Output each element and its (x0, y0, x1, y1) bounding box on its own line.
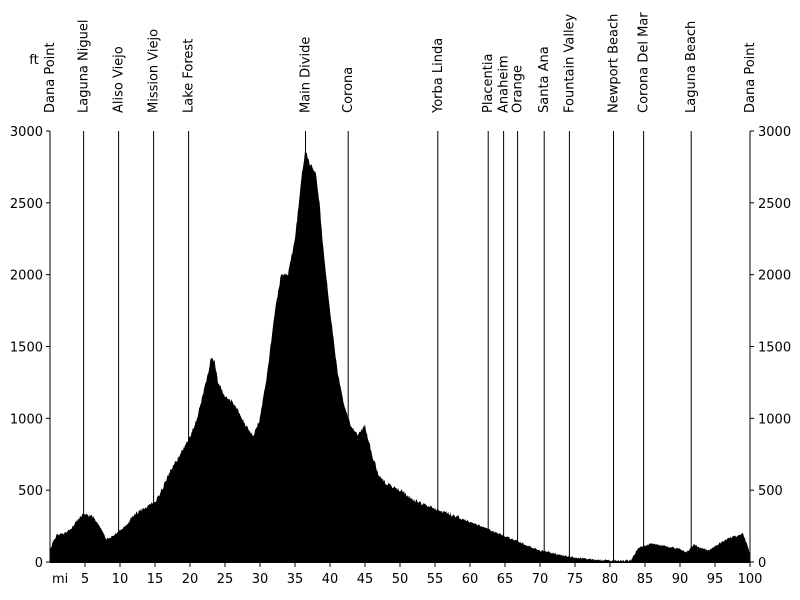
place-label: Mission Viejo (147, 29, 162, 113)
x-tick-label: 80 (602, 572, 619, 587)
x-tick-label: 45 (357, 572, 374, 587)
x-tick-label: 25 (217, 572, 234, 587)
elevation-profile-area (50, 148, 750, 563)
x-tick-label: 90 (672, 572, 689, 587)
x-tick-label: 30 (252, 572, 269, 587)
place-label: Placentia (481, 54, 496, 113)
y-unit-label: ft (29, 53, 38, 68)
place-label: Yorba Linda (431, 38, 446, 114)
y-tick-label-left: 3000 (10, 125, 43, 140)
place-label: Santa Ana (537, 46, 552, 113)
x-unit-label: mi (52, 572, 68, 587)
place-label: Corona (341, 67, 356, 113)
place-label: Newport Beach (607, 14, 622, 113)
place-label: Dana Point (43, 42, 58, 113)
place-label: Aliso Viejo (112, 46, 127, 113)
y-tick-label-left: 1500 (10, 341, 43, 356)
y-tick-label-left: 500 (18, 484, 43, 499)
x-tick-label: 60 (462, 572, 479, 587)
y-tick-label-right: 1000 (758, 412, 791, 427)
x-tick-label: 65 (497, 572, 514, 587)
x-tick-label: 50 (392, 572, 409, 587)
place-label: Anaheim (497, 55, 512, 113)
x-tick-label: 55 (427, 572, 444, 587)
y-tick-label-right: 500 (758, 484, 783, 499)
place-label: Orange (511, 65, 526, 113)
place-label: Fountain Valley (562, 13, 577, 113)
x-tick-label: 95 (707, 572, 724, 587)
y-tick-label-right: 0 (758, 556, 766, 571)
y-tick-label-left: 1000 (10, 412, 43, 427)
x-tick-label: 10 (112, 572, 129, 587)
y-tick-label-left: 2000 (10, 269, 43, 284)
place-label: Laguna Niguel (77, 20, 92, 113)
place-label: Dana Point (743, 42, 758, 113)
x-tick-label: 20 (182, 572, 199, 587)
place-label: Lake Forest (182, 39, 197, 113)
place-label: Main Divide (299, 37, 314, 113)
y-tick-label-right: 2500 (758, 197, 791, 212)
x-tick-label: 15 (147, 572, 164, 587)
x-tick-label: 75 (567, 572, 584, 587)
y-tick-label-right: 2000 (758, 269, 791, 284)
y-tick-label-right: 3000 (758, 125, 791, 140)
place-label: Corona Del Mar (637, 12, 652, 113)
x-tick-label: 70 (532, 572, 549, 587)
x-tick-label: 35 (287, 572, 304, 587)
y-tick-label-left: 2500 (10, 197, 43, 212)
y-tick-label-right: 1500 (758, 341, 791, 356)
x-tick-label: 85 (637, 572, 654, 587)
x-tick-label: 40 (322, 572, 339, 587)
x-tick-label: 5 (81, 572, 89, 587)
place-label: Laguna Beach (684, 21, 699, 113)
y-tick-label-left: 0 (35, 556, 43, 571)
x-tick-label: 100 (738, 572, 763, 587)
